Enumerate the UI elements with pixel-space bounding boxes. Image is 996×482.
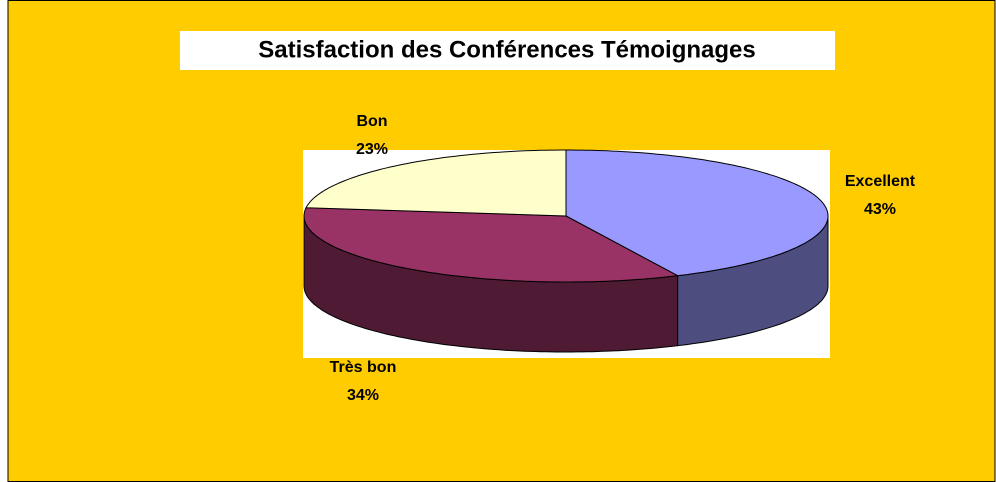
- slice-label: Excellent: [845, 173, 916, 190]
- pie-slice: [565, 149, 829, 277]
- slice-label: Très bon: [330, 359, 397, 376]
- chart-title: Satisfaction des Conférences Témoignages: [258, 36, 755, 63]
- pie-slice: [303, 207, 680, 283]
- slice-label: Bon: [356, 113, 387, 130]
- slice-value-label: 43%: [864, 201, 896, 218]
- slice-value-label: 34%: [347, 387, 379, 404]
- slice-value-label: 23%: [356, 141, 388, 158]
- title-background: [180, 31, 835, 70]
- pie-slice: [305, 149, 567, 217]
